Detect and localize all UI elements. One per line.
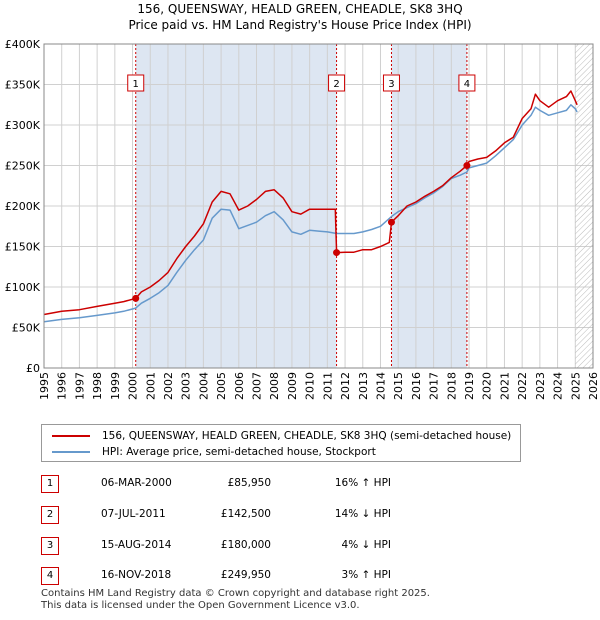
transaction-price: £180,000 bbox=[220, 539, 271, 551]
y-tick-label: £200K bbox=[5, 200, 41, 213]
x-tick-label: 1997 bbox=[73, 372, 86, 400]
footer-copyright: Contains HM Land Registry data © Crown c… bbox=[41, 588, 430, 599]
x-tick-label: 2012 bbox=[339, 372, 352, 400]
y-tick-label: £0 bbox=[26, 362, 40, 375]
footer-licence: This data is licensed under the Open Gov… bbox=[41, 600, 360, 611]
x-tick-label: 2025 bbox=[569, 372, 582, 400]
x-tick-label: 2009 bbox=[286, 372, 299, 400]
legend-label-property: 156, QUEENSWAY, HEALD GREEN, CHEADLE, SK… bbox=[102, 430, 512, 442]
sale-point bbox=[387, 218, 395, 226]
x-tick-label: 2016 bbox=[410, 372, 423, 400]
event-label-box bbox=[127, 74, 145, 92]
y-tick-label: £400K bbox=[5, 38, 41, 51]
y-tick-label: £300K bbox=[5, 119, 41, 132]
sale-point bbox=[132, 294, 140, 302]
x-tick-label: 2001 bbox=[144, 372, 157, 400]
legend-swatch-property bbox=[52, 435, 90, 437]
transaction-hpi: 3% ↑ HPI bbox=[341, 569, 391, 581]
x-tick-label: 2017 bbox=[428, 372, 441, 400]
chart-subtitle: Price paid vs. HM Land Registry's House … bbox=[128, 18, 472, 32]
transaction-date: 06-MAR-2000 bbox=[101, 477, 172, 489]
x-tick-label: 2000 bbox=[127, 372, 140, 400]
x-tick-label: 2022 bbox=[516, 372, 529, 400]
plot-frame bbox=[43, 43, 594, 369]
event-label: 3 bbox=[388, 79, 394, 90]
transaction-hpi: 4% ↓ HPI bbox=[341, 539, 391, 551]
hatched-region bbox=[575, 44, 593, 368]
transaction-number: 3 bbox=[41, 537, 59, 555]
transaction-hpi: 14% ↓ HPI bbox=[334, 508, 391, 520]
transaction-date: 15-AUG-2014 bbox=[101, 539, 172, 551]
event-label: 4 bbox=[464, 79, 470, 90]
x-tick-label: 1996 bbox=[56, 372, 69, 400]
chart-title: 156, QUEENSWAY, HEALD GREEN, CHEADLE, SK… bbox=[137, 2, 463, 16]
transaction-price: £249,950 bbox=[220, 569, 271, 581]
event-label-box bbox=[382, 74, 400, 92]
series-line-property bbox=[43, 90, 578, 316]
transaction-number: 2 bbox=[41, 506, 59, 524]
event-label: 2 bbox=[333, 79, 339, 90]
x-tick-label: 1995 bbox=[38, 372, 51, 400]
footer: Contains HM Land Registry data © Crown c… bbox=[41, 588, 430, 612]
price-chart: 1 2 3 4 £0 £50K £100K £150K £200K £250K £300K £350… bbox=[5, 38, 600, 400]
x-tick-label: 2023 bbox=[534, 372, 547, 400]
y-tick-label: £350K bbox=[5, 79, 41, 92]
transaction-date: 16-NOV-2018 bbox=[101, 569, 172, 581]
legend-label-hpi: HPI: Average price, semi-detached house,… bbox=[102, 446, 376, 458]
x-tick-label: 2010 bbox=[304, 372, 317, 400]
x-tick-label: 2013 bbox=[357, 372, 370, 400]
y-tick-label: £150K bbox=[5, 241, 41, 254]
x-tick-label: 2020 bbox=[481, 372, 494, 400]
transaction-price: £85,950 bbox=[227, 477, 271, 489]
x-tick-label: 2019 bbox=[463, 372, 476, 400]
y-tick-label: £250K bbox=[5, 160, 41, 173]
sale-point bbox=[333, 249, 341, 257]
transaction-number: 4 bbox=[41, 567, 59, 585]
x-tick-label: 2015 bbox=[392, 372, 405, 400]
x-tick-label: 1998 bbox=[91, 372, 104, 400]
y-tick-label: £50K bbox=[12, 322, 41, 335]
transaction-date: 07-JUL-2011 bbox=[101, 508, 166, 520]
series-line-hpi bbox=[43, 104, 578, 323]
event-label: 1 bbox=[133, 79, 139, 90]
transaction-price: £142,500 bbox=[220, 508, 271, 520]
sale-point bbox=[463, 162, 471, 170]
x-tick-label: 2004 bbox=[197, 372, 210, 400]
x-tick-label: 2014 bbox=[374, 372, 387, 400]
x-tick-label: 2002 bbox=[162, 372, 175, 400]
x-tick-label: 2006 bbox=[233, 372, 246, 400]
legend-swatch-hpi bbox=[52, 451, 90, 453]
legend-item-property: 156, QUEENSWAY, HEALD GREEN, CHEADLE, SK… bbox=[52, 429, 511, 443]
legend: 156, QUEENSWAY, HEALD GREEN, CHEADLE, SK… bbox=[41, 424, 521, 462]
x-tick-label: 2011 bbox=[321, 372, 334, 400]
x-tick-label: 2024 bbox=[552, 372, 565, 400]
transaction-hpi: 16% ↑ HPI bbox=[334, 477, 391, 489]
x-tick-label: 2005 bbox=[215, 372, 228, 400]
event-label-box bbox=[458, 74, 476, 92]
legend-item-hpi: HPI: Average price, semi-detached house,… bbox=[52, 445, 376, 459]
x-tick-label: 2003 bbox=[180, 372, 193, 400]
x-tick-label: 2026 bbox=[587, 372, 600, 400]
event-label-box bbox=[328, 74, 346, 92]
x-tick-label: 2008 bbox=[268, 372, 281, 400]
x-tick-label: 2018 bbox=[445, 372, 458, 400]
x-tick-label: 2007 bbox=[251, 372, 264, 400]
transaction-number: 1 bbox=[41, 475, 59, 493]
y-tick-label: £100K bbox=[5, 281, 41, 294]
x-tick-label: 2021 bbox=[498, 372, 511, 400]
x-tick-label: 1999 bbox=[109, 372, 122, 400]
